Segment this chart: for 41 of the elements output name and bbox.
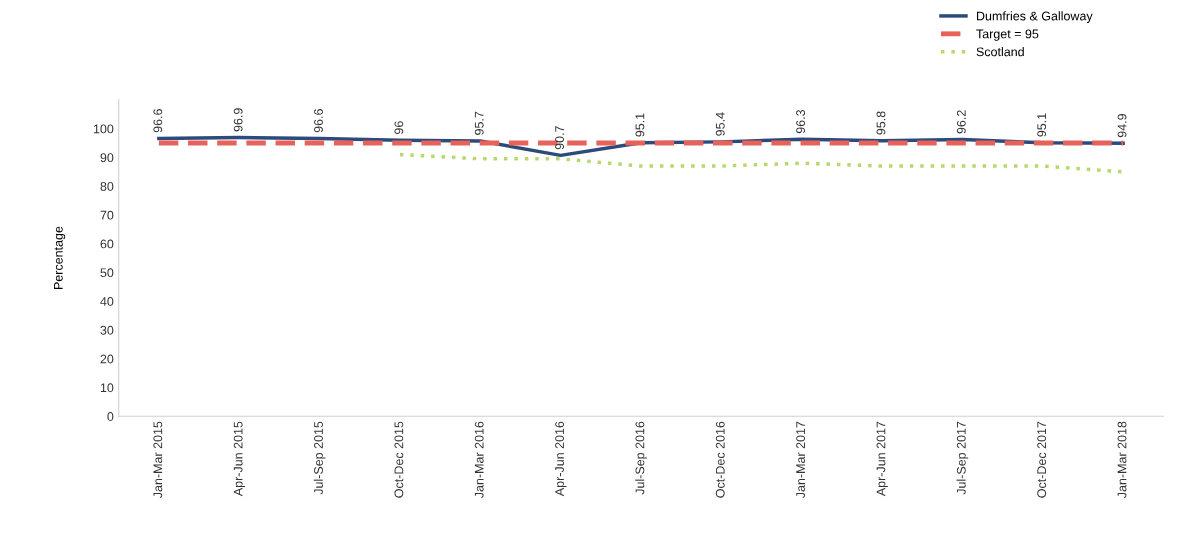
x-tick-label: Jan-Mar 2017: [796, 421, 806, 499]
y-axis-title: Percentage: [54, 226, 66, 290]
x-tick-label: Apr-Jun 2017: [876, 421, 888, 497]
x-tick-label: Apr-Jun 2016: [555, 421, 567, 497]
data-label: 90.7: [555, 126, 564, 150]
legend-label: Scotland: [976, 47, 1024, 57]
data-label: 95.8: [876, 111, 886, 135]
x-tick-label: Jan-Mar 2015: [153, 421, 163, 499]
y-tick-label: 0: [107, 412, 114, 421]
data-label: 96.2: [956, 110, 966, 134]
x-tick-label: Oct-Dec 2016: [715, 421, 725, 498]
y-tick-label: 50: [100, 268, 114, 278]
x-tick-label: Jul-Sep 2015: [313, 421, 326, 495]
y-tick-label: 80: [100, 181, 114, 191]
y-tick-label: 90: [100, 153, 114, 163]
x-tick-label: Apr-Jun 2015: [233, 421, 246, 497]
y-tick-label: 10: [100, 383, 114, 393]
data-label: 96.3: [796, 109, 806, 134]
legend-label: Dumfries & Galloway: [976, 11, 1093, 23]
y-tick-label: 40: [100, 297, 114, 306]
data-label: 95.1: [635, 113, 645, 137]
y-tick-label: 100: [93, 124, 114, 134]
data-label: 95.4: [715, 112, 725, 136]
x-tick-label: Oct-Dec 2015: [394, 421, 404, 498]
x-tick-label: Jan-Mar 2018: [1117, 421, 1127, 499]
x-tick-label: Jul-Sep 2017: [956, 421, 969, 495]
data-label: 94.9: [1117, 114, 1127, 138]
data-label: 95.7: [474, 111, 484, 135]
y-tick-label: 60: [100, 239, 114, 249]
data-label: 96.6: [153, 109, 163, 133]
data-label: 96.9: [233, 108, 243, 132]
data-label: 96.6: [314, 109, 323, 133]
y-tick-label: 30: [100, 325, 114, 335]
data-label: 95.1: [1037, 113, 1047, 137]
x-tick-label: Jan-Mar 2016: [474, 421, 484, 499]
x-tick-label: Oct-Dec 2017: [1037, 421, 1047, 498]
data-label: 96: [394, 121, 404, 135]
y-tick-label: 70: [100, 210, 114, 220]
y-tick-label: 20: [100, 354, 114, 364]
x-tick-label: Jul-Sep 2016: [635, 421, 647, 495]
legend-label: Target = 95: [976, 29, 1039, 41]
